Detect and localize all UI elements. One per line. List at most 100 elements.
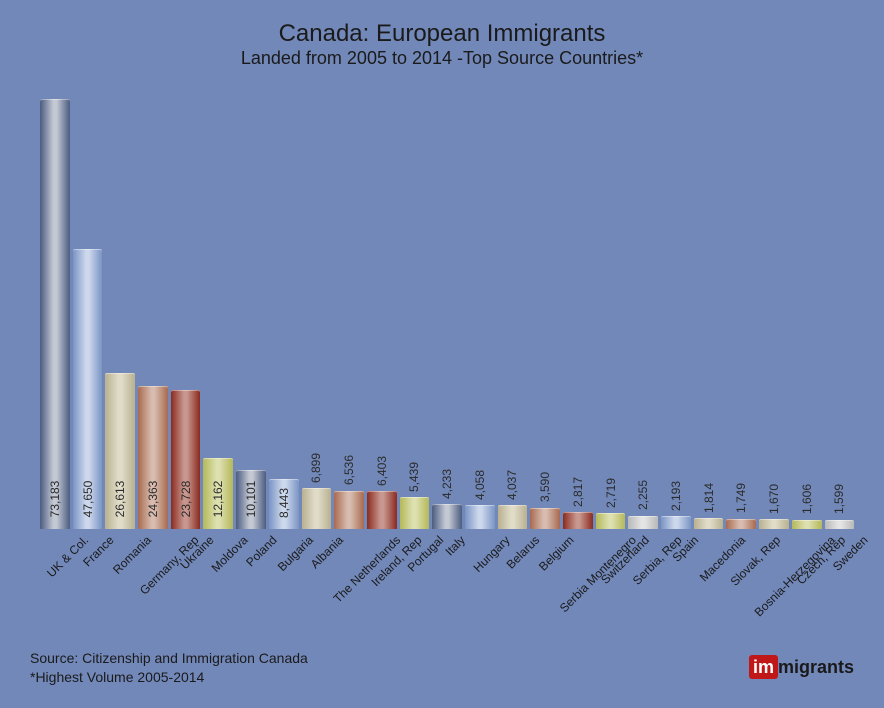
bar-wrapper: 1,814 bbox=[694, 518, 724, 529]
labels-area: UK & Col.FranceRomaniaGermany, RepUkrain… bbox=[40, 533, 854, 633]
bars-area: 73,183 47,650 26,613 24,363 23,728 12,162 10,1… bbox=[40, 99, 854, 529]
logo-rest: migrants bbox=[778, 657, 854, 677]
bar-value: 26,613 bbox=[113, 481, 127, 518]
bar-wrapper: 4,233 bbox=[432, 504, 462, 529]
bar-value: 5,439 bbox=[407, 462, 421, 492]
bar: 2,255 bbox=[628, 516, 658, 529]
bar: 1,606 bbox=[792, 520, 822, 529]
bar: 23,728 bbox=[171, 390, 201, 529]
bar: 2,817 bbox=[563, 512, 593, 529]
bar-wrapper: 4,037 bbox=[498, 505, 528, 529]
title-block: Canada: European Immigrants Landed from … bbox=[30, 20, 854, 69]
bar: 4,058 bbox=[465, 505, 495, 529]
bar-wrapper: 6,536 bbox=[334, 491, 364, 529]
label-wrapper: Romania bbox=[105, 533, 135, 633]
bar: 1,599 bbox=[825, 520, 855, 529]
label-wrapper: Czech, Rep bbox=[792, 533, 822, 633]
bar-value: 6,899 bbox=[309, 453, 323, 483]
label-wrapper: The Netherlands bbox=[334, 533, 364, 633]
chart-container: Canada: European Immigrants Landed from … bbox=[0, 0, 884, 708]
label-wrapper: Bosnia-Herzegovina bbox=[759, 533, 789, 633]
label-wrapper: Belarus bbox=[498, 533, 528, 633]
chart-title: Canada: European Immigrants bbox=[30, 20, 854, 48]
bar-wrapper: 2,817 bbox=[563, 512, 593, 529]
label-wrapper: Ireland, Rep bbox=[367, 533, 397, 633]
bar: 10,101 bbox=[236, 470, 266, 529]
bar-value: 1,670 bbox=[767, 484, 781, 514]
bar-value: 1,606 bbox=[800, 484, 814, 514]
label-wrapper: Serbia Montenegro bbox=[563, 533, 593, 633]
label-wrapper: Portugal bbox=[400, 533, 430, 633]
bar-wrapper: 1,606 bbox=[792, 520, 822, 529]
bar-label: Sweden bbox=[830, 533, 871, 574]
bar: 5,439 bbox=[400, 497, 430, 529]
label-wrapper: Sweden bbox=[825, 533, 855, 633]
bar: 1,814 bbox=[694, 518, 724, 529]
bar: 47,650 bbox=[73, 249, 103, 529]
bar-wrapper: 1,599 bbox=[825, 520, 855, 529]
bar-value: 1,749 bbox=[734, 483, 748, 513]
bar: 6,899 bbox=[302, 488, 332, 529]
bar-wrapper: 8,443 bbox=[269, 479, 299, 529]
bar-value: 6,403 bbox=[375, 456, 389, 486]
bar-value: 24,363 bbox=[146, 481, 160, 518]
bar: 2,193 bbox=[661, 516, 691, 529]
bar-value: 2,255 bbox=[636, 480, 650, 510]
bar: 1,749 bbox=[726, 519, 756, 529]
bar-wrapper: 6,403 bbox=[367, 491, 397, 529]
label-wrapper: France bbox=[73, 533, 103, 633]
bar: 4,233 bbox=[432, 504, 462, 529]
bar-wrapper: 12,162 bbox=[203, 458, 233, 529]
bar-wrapper: 73,183 bbox=[40, 99, 70, 529]
bar: 26,613 bbox=[105, 373, 135, 529]
label-wrapper: Germany, Rep bbox=[138, 533, 168, 633]
bar-wrapper: 24,363 bbox=[138, 386, 168, 529]
bar-value: 1,814 bbox=[702, 483, 716, 513]
bar-value: 73,183 bbox=[48, 481, 62, 518]
label-wrapper: Spain bbox=[661, 533, 691, 633]
label-wrapper: Serbia, Rep bbox=[628, 533, 658, 633]
bar-value: 1,599 bbox=[832, 484, 846, 514]
bar-value: 2,719 bbox=[604, 478, 618, 508]
bar-value: 6,536 bbox=[342, 455, 356, 485]
label-wrapper: Ukraine bbox=[171, 533, 201, 633]
bar-value: 4,233 bbox=[440, 469, 454, 499]
bar: 24,363 bbox=[138, 386, 168, 529]
bar-wrapper: 5,439 bbox=[400, 497, 430, 529]
bar-value: 12,162 bbox=[211, 481, 225, 518]
bar-value: 2,817 bbox=[571, 477, 585, 507]
bar-wrapper: 23,728 bbox=[171, 390, 201, 529]
bar-wrapper: 2,719 bbox=[596, 513, 626, 529]
bar-wrapper: 6,899 bbox=[302, 488, 332, 529]
bar-wrapper: 4,058 bbox=[465, 505, 495, 529]
label-wrapper: Bulgaria bbox=[269, 533, 299, 633]
bar: 3,590 bbox=[530, 508, 560, 529]
bar: 4,037 bbox=[498, 505, 528, 529]
bar-value: 3,590 bbox=[538, 472, 552, 502]
footer-note: *Highest Volume 2005-2014 bbox=[30, 668, 308, 688]
bar: 2,719 bbox=[596, 513, 626, 529]
label-wrapper: Macedonia bbox=[694, 533, 724, 633]
logo-prefix: im bbox=[749, 655, 778, 679]
bar-wrapper: 26,613 bbox=[105, 373, 135, 529]
bar-wrapper: 47,650 bbox=[73, 249, 103, 529]
bar-wrapper: 2,193 bbox=[661, 516, 691, 529]
bar-wrapper: 10,101 bbox=[236, 470, 266, 529]
bar-wrapper: 3,590 bbox=[530, 508, 560, 529]
bar: 8,443 bbox=[269, 479, 299, 529]
label-wrapper: Moldova bbox=[203, 533, 233, 633]
bar-value: 47,650 bbox=[81, 481, 95, 518]
label-wrapper: UK & Col. bbox=[40, 533, 70, 633]
bar-value: 23,728 bbox=[179, 481, 193, 518]
bar: 73,183 bbox=[40, 99, 70, 529]
logo: immigrants bbox=[749, 657, 854, 678]
label-wrapper: Hungary bbox=[465, 533, 495, 633]
label-wrapper: Switzerland bbox=[596, 533, 626, 633]
bar: 12,162 bbox=[203, 458, 233, 529]
chart-subtitle: Landed from 2005 to 2014 -Top Source Cou… bbox=[30, 48, 854, 69]
label-wrapper: Albania bbox=[302, 533, 332, 633]
bar: 6,403 bbox=[367, 491, 397, 529]
bar-wrapper: 1,749 bbox=[726, 519, 756, 529]
label-wrapper: Belgium bbox=[530, 533, 560, 633]
bar-value: 2,193 bbox=[669, 481, 683, 511]
